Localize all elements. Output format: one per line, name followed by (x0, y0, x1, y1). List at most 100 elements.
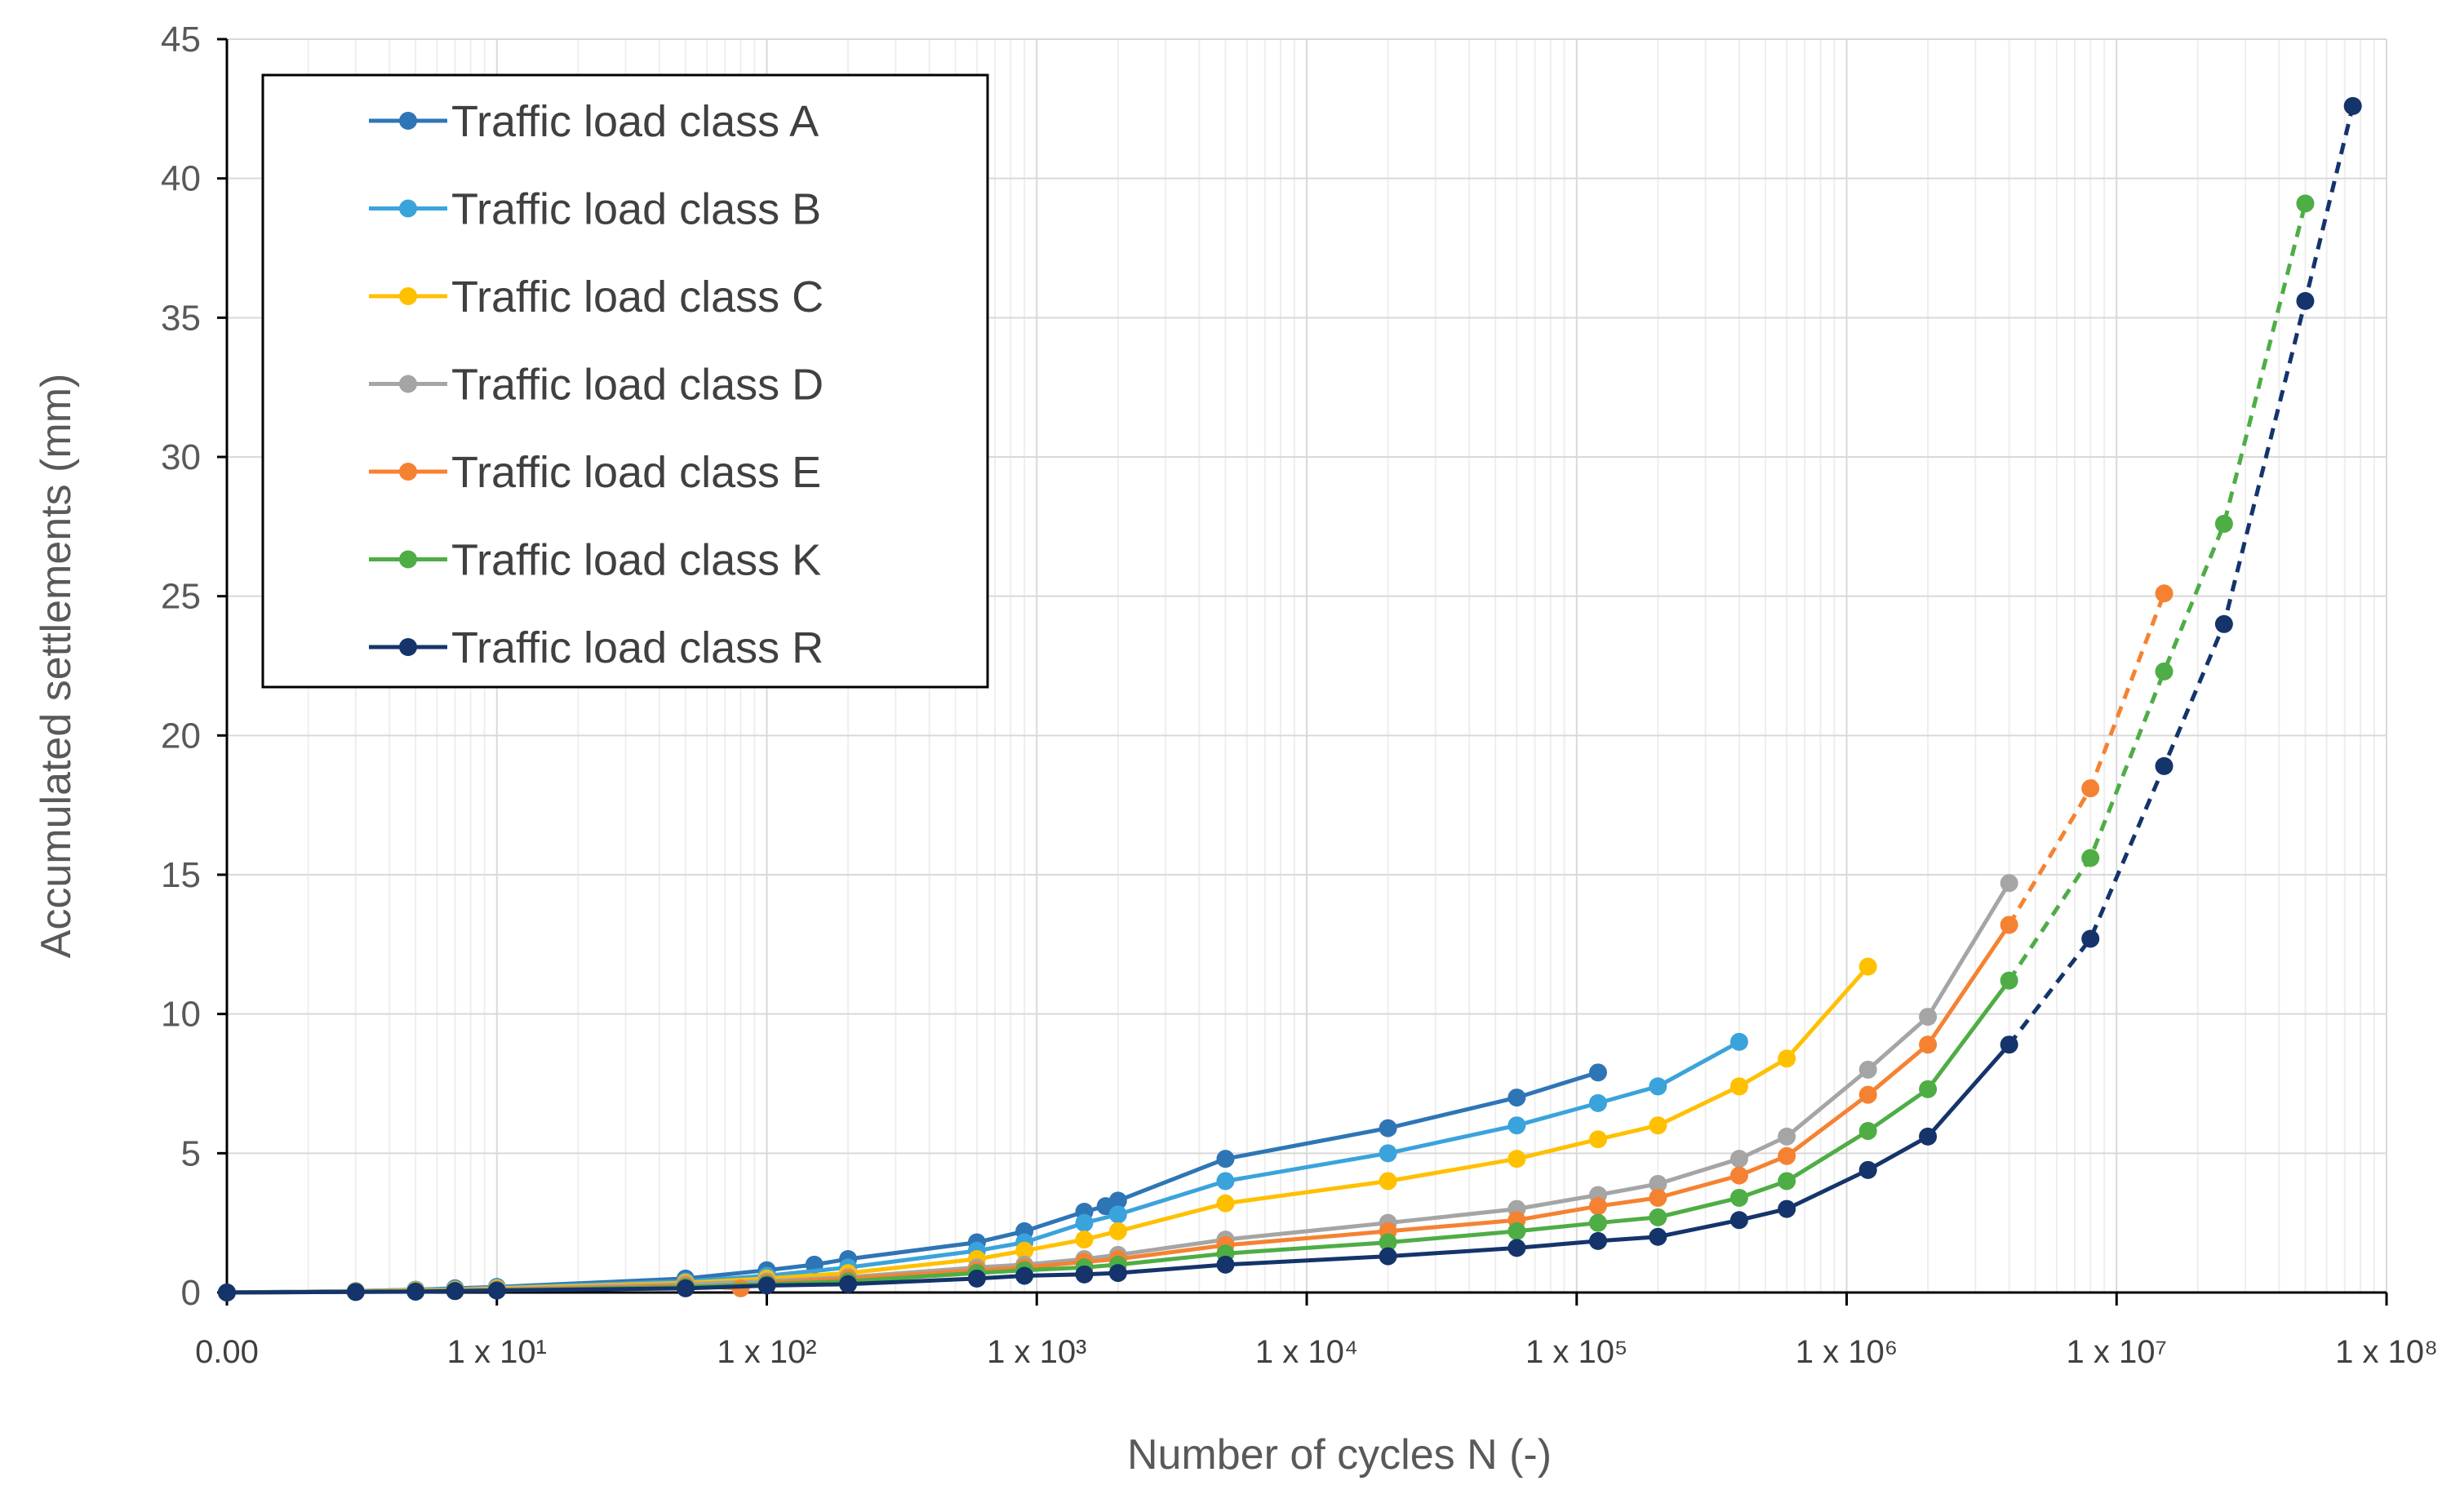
legend-label: Traffic load class C (451, 273, 824, 321)
data-point (1919, 1008, 1938, 1026)
data-point (2214, 614, 2233, 633)
data-point (1588, 1231, 1607, 1250)
data-point (1075, 1213, 1094, 1232)
y-tick-label: 25 (161, 577, 201, 617)
legend-swatch-marker (399, 638, 417, 656)
y-axis-title: Accumulated settlements (mm) (33, 374, 80, 959)
data-point (1858, 1060, 1877, 1079)
data-point (2081, 929, 2100, 948)
data-point (1858, 1160, 1877, 1179)
legend-box (261, 73, 989, 689)
legend-swatch-marker (399, 287, 417, 305)
x-tick-label: 1 x 10¹ (447, 1334, 547, 1370)
data-point (1216, 1150, 1235, 1168)
data-point (1649, 1227, 1667, 1246)
y-tick-label: 5 (181, 1133, 201, 1173)
data-point (1778, 1127, 1796, 1146)
series-line (226, 1043, 2011, 1295)
legend-swatch-marker (399, 463, 417, 481)
data-point (406, 1282, 425, 1301)
y-tick-label: 0 (181, 1273, 201, 1313)
data-point (2214, 514, 2233, 533)
data-point (1730, 1077, 1748, 1096)
data-point (1216, 1255, 1235, 1274)
y-tick-label: 20 (161, 716, 201, 756)
data-point (1649, 1116, 1667, 1135)
data-point (1216, 1172, 1235, 1191)
series-layer (218, 96, 2362, 1301)
y-tick-label: 40 (161, 159, 201, 199)
data-point (1588, 1213, 1607, 1232)
data-point (757, 1276, 776, 1295)
data-point (1778, 1146, 1796, 1165)
data-point (1508, 1222, 1526, 1240)
data-point (1649, 1208, 1667, 1226)
data-point (2155, 756, 2174, 775)
x-tick-label: 1 x 10⁴ (1255, 1334, 1358, 1370)
data-point (1730, 1032, 1748, 1051)
data-point (1379, 1119, 1397, 1137)
data-point (1858, 1122, 1877, 1141)
data-point (1075, 1265, 1094, 1284)
legend-swatch-marker (399, 199, 417, 218)
legend-swatch-marker (399, 550, 417, 569)
x-tick-label: 1 x 10⁵ (1525, 1334, 1628, 1370)
data-point (1108, 1205, 1127, 1224)
x-tick-label: 1 x 10⁸ (2335, 1334, 2438, 1370)
data-point (2000, 916, 2018, 934)
y-tick-label: 15 (161, 855, 201, 895)
data-point (1649, 1188, 1667, 1207)
data-point (1379, 1144, 1397, 1163)
data-point (218, 1284, 236, 1301)
data-point (1108, 1191, 1127, 1210)
y-tick-labels: 0 5 10 15 20 25 30 35 40 45 (161, 20, 201, 1313)
legend-label: Traffic load class E (451, 448, 821, 497)
data-point (1508, 1089, 1526, 1107)
data-point (1778, 1049, 1796, 1068)
legend-label: Traffic load class R (451, 623, 824, 672)
data-point (2155, 662, 2174, 681)
data-point (1919, 1035, 1938, 1054)
data-point (1508, 1239, 1526, 1257)
data-point (1379, 1172, 1397, 1191)
data-point (1858, 957, 1877, 976)
data-point (1108, 1222, 1127, 1240)
data-point (1588, 1197, 1607, 1216)
x-tick-labels: 0.00 1 x 10¹ 1 x 10² 1 x 10³ 1 x 10⁴ 1 x 10⁵ 1… (195, 1334, 2438, 1370)
data-point (1588, 1063, 1607, 1082)
data-point (967, 1269, 986, 1288)
y-tick-label: 10 (161, 995, 201, 1035)
data-point (1778, 1199, 1796, 1218)
y-tick-label: 45 (161, 20, 201, 60)
data-point (1730, 1166, 1748, 1185)
legend-label: Traffic load class B (451, 185, 821, 234)
series-dashed-line (2007, 105, 2356, 1046)
data-point (1919, 1080, 1938, 1098)
data-point (2155, 584, 2174, 603)
data-point (2000, 874, 2018, 893)
data-point (1858, 1085, 1877, 1104)
legend-swatch-marker (399, 375, 417, 393)
data-point (2343, 96, 2362, 115)
x-axis-title: Number of cycles N (-) (1127, 1431, 1552, 1479)
data-point (2296, 194, 2315, 213)
legend-label: Traffic load class A (451, 97, 819, 146)
data-point (1730, 1211, 1748, 1230)
data-point (1588, 1130, 1607, 1149)
data-point (1778, 1172, 1796, 1191)
data-point (1649, 1174, 1667, 1193)
data-point (1588, 1093, 1607, 1112)
data-point (1216, 1194, 1235, 1213)
y-tick-label: 30 (161, 437, 201, 477)
data-point (2081, 779, 2100, 798)
data-point (1108, 1264, 1127, 1283)
data-point (1508, 1150, 1526, 1168)
data-point (2296, 291, 2315, 310)
data-point (2000, 1035, 2018, 1054)
data-point (346, 1283, 365, 1301)
x-tick-label: 1 x 10⁷ (2067, 1334, 2167, 1370)
data-point (839, 1275, 858, 1293)
y-tick-label: 35 (161, 298, 201, 338)
legend: Traffic load class A Traffic load class B… (261, 73, 989, 689)
x-tick-label: 1 x 10³ (987, 1334, 1086, 1370)
